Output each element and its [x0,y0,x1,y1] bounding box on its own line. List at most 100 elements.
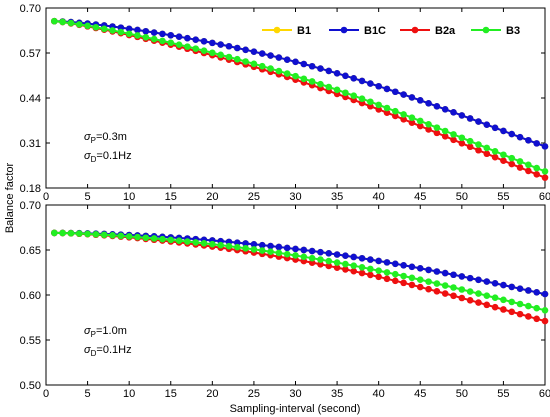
data-point [516,310,524,318]
top-panel: 0 5 10 15 20 25 30 35 40 45 50 55 60 0.18 0.31 0.44 0.57… [20,3,550,203]
x-axis-title: Sampling-interval (second) [230,403,361,415]
data-point [425,285,432,293]
data-point [225,42,233,50]
data-point [200,37,208,45]
y-axis-title: Balance factor [4,163,16,234]
data-point [267,52,274,59]
data-point [150,235,158,242]
data-point [358,95,366,103]
data-point [333,264,341,271]
data-point [500,151,507,159]
data-point [533,288,540,296]
data-point [317,260,324,268]
data-point [167,31,175,39]
data-point [466,288,474,295]
sigma-p-value: =0.3m [96,131,127,143]
data-point [508,298,516,306]
x-tick-label: 30 [289,191,301,203]
data-point [233,239,241,246]
data-point [292,58,299,66]
data-point [392,260,399,268]
data-point [342,89,349,97]
data-point [184,43,191,50]
data-point [325,67,333,75]
data-point [167,236,175,244]
data-point [491,153,499,161]
data-point [292,245,299,253]
data-point [408,281,416,289]
data-point [258,50,266,57]
data-point [350,262,358,269]
data-point [242,46,249,54]
data-point [142,27,150,35]
data-point [333,259,341,266]
y-tick-label: 0.50 [20,380,41,392]
data-point [375,101,382,109]
data-point [441,269,449,277]
data-point [233,44,241,52]
data-point [541,143,549,150]
y-tick-label: 0.44 [20,93,41,105]
data-point [67,19,75,27]
data-point [142,33,150,41]
data-point [358,254,366,262]
data-point [416,276,424,284]
data-point [508,283,516,291]
data-point [500,296,507,304]
legend-label: B3 [506,25,520,37]
x-tick-label: 55 [497,191,509,203]
data-point [283,244,291,252]
data-point [75,230,83,237]
data-point [466,296,474,304]
data-point [466,115,474,122]
series-b3 [51,229,549,314]
data-point [475,299,482,306]
legend: B1 B1C B2a B3 [262,25,520,37]
data-point [508,154,516,162]
legend-item-b2a: B2a [400,25,456,37]
data-point [408,94,416,101]
x-tick-label: 45 [414,191,426,203]
data-point [466,274,474,282]
data-point [441,127,449,135]
subscript-d: D [91,155,97,164]
data-point [325,250,333,257]
sigma-d-annotation: σD=0.1Hz [84,150,132,164]
sigma-p-annotation: σP=1.0m [84,325,127,339]
data-point [59,229,66,237]
data-point [475,276,482,284]
subscript-d: D [91,349,97,358]
data-point [308,254,316,262]
data-point [275,243,283,251]
data-point [375,82,382,90]
data-point [258,241,266,249]
data-point [450,284,457,291]
data-point [475,146,482,154]
data-point [491,303,499,311]
data-point [500,127,507,135]
data-point [209,39,216,47]
data-point [200,47,208,54]
data-point [400,91,407,98]
data-point [150,29,158,36]
data-point [159,235,166,243]
data-point [516,158,524,165]
legend-item-b1c: B1C [329,25,386,37]
x-tick-label: 40 [373,388,385,400]
data-point [250,48,258,55]
data-point [400,279,407,287]
data-point [283,70,291,77]
data-point [483,144,491,152]
data-point [433,124,441,131]
data-point [175,41,183,48]
data-point [533,170,540,178]
subscript-p: P [91,136,96,145]
data-point [533,315,540,323]
data-point [184,34,191,42]
x-tick-label: 10 [123,388,135,400]
x-tick-label: 60 [539,388,550,400]
data-point [283,56,291,63]
data-point [508,308,516,316]
data-point [325,262,333,270]
data-point [416,117,424,125]
